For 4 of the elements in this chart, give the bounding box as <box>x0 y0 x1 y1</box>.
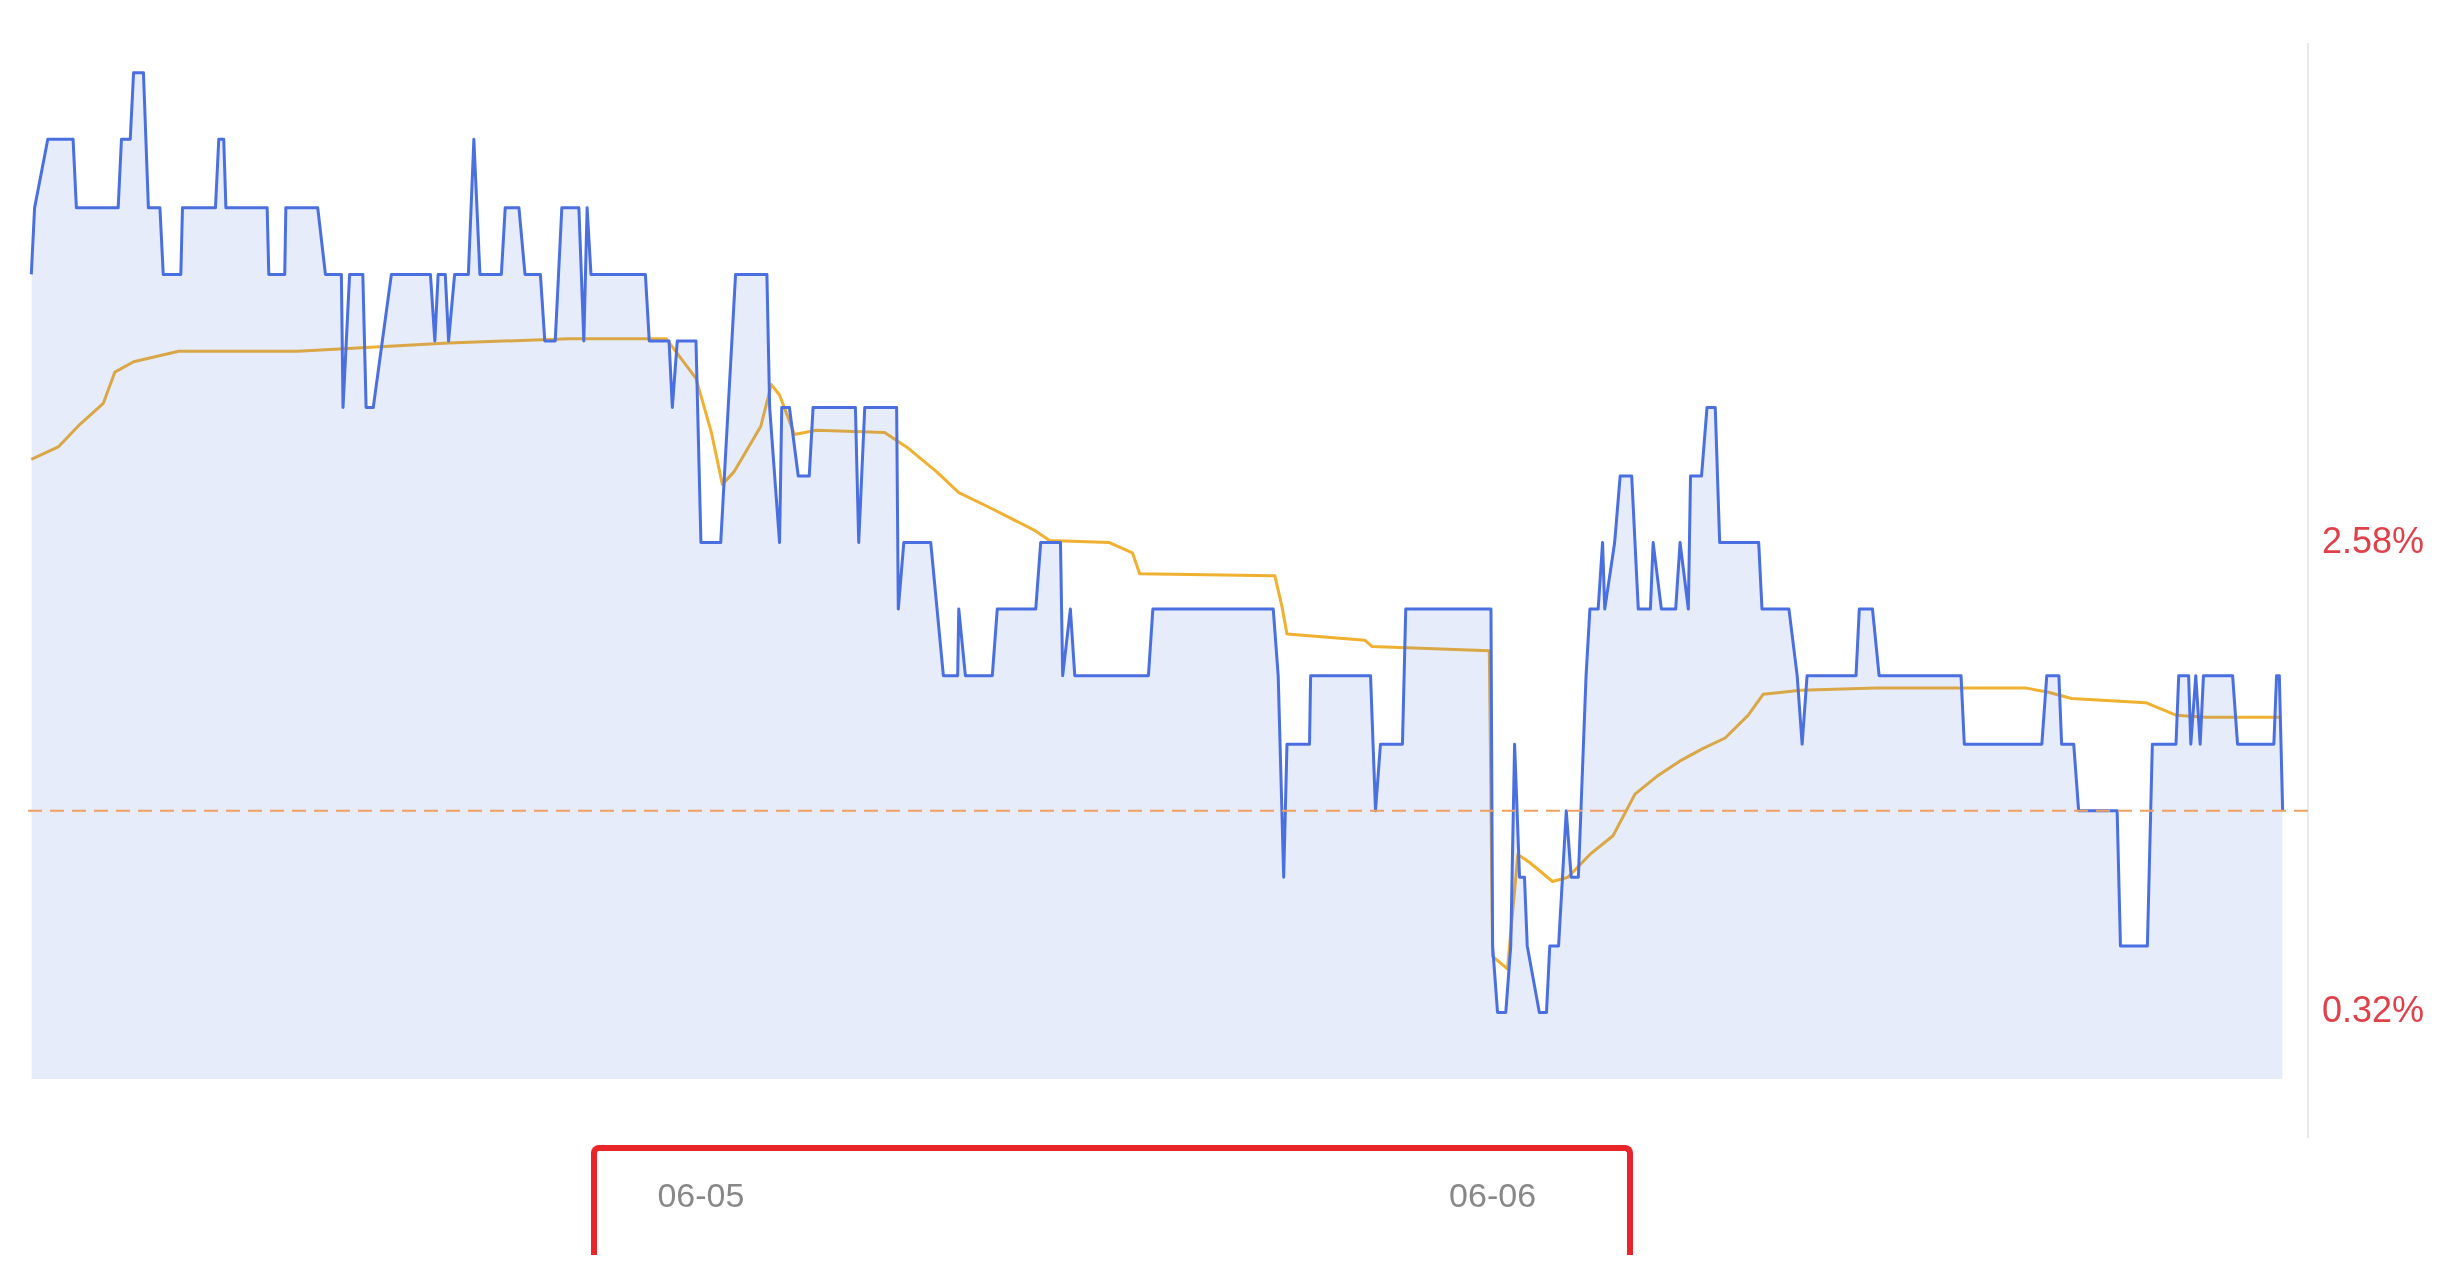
x-tick-label: 06-06 <box>1449 1175 1537 1214</box>
x-tick-label: 06-05 <box>657 1175 745 1214</box>
y-tick-label: 2.58% <box>2321 519 2424 561</box>
y-tick-label: 0.32% <box>2321 989 2424 1031</box>
